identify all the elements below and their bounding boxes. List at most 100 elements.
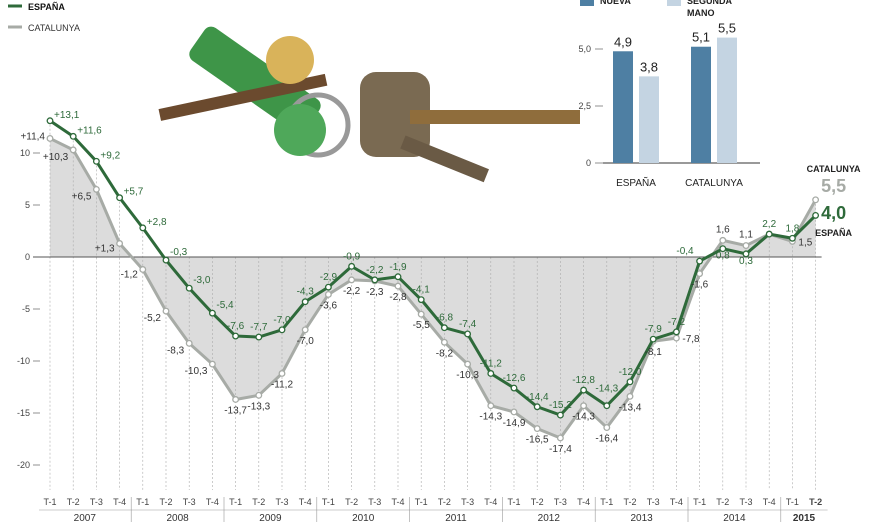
catalunya-data-label: +6,5 — [72, 191, 92, 202]
inset-legend-nueva-swatch — [580, 0, 594, 6]
catalunya-data-label: -14,9 — [503, 418, 526, 429]
end-label-catalunya-name: CATALUNYA — [807, 164, 861, 174]
x-tick-label: T-4 — [206, 497, 219, 507]
x-tick-label: T-3 — [461, 497, 474, 507]
catalunya-data-label: -7,0 — [297, 336, 315, 347]
espana-point — [255, 333, 263, 341]
inset-legend-segunda-swatch — [667, 0, 681, 6]
year-label: 2014 — [723, 513, 746, 524]
catalunya-point — [672, 334, 680, 342]
inset-legend-segunda: SEGUNDA — [687, 0, 733, 6]
catalunya-point — [139, 266, 147, 273]
gold-key-head — [266, 36, 314, 84]
keys-illustration — [158, 26, 580, 183]
x-tick-label: T-1 — [786, 497, 799, 507]
x-tick-label: T-2 — [809, 497, 822, 507]
catalunya-data-label: -1,6 — [691, 280, 709, 291]
catalunya-point — [510, 408, 518, 416]
x-tick-label: T-3 — [739, 497, 752, 507]
shaded-area — [50, 138, 816, 438]
catalunya-point — [556, 434, 564, 442]
x-tick-label: T-3 — [647, 497, 660, 507]
espana-point — [464, 330, 472, 338]
espana-data-label: -6,8 — [436, 313, 454, 324]
x-tick-label: T-4 — [391, 497, 404, 507]
catalunya-point — [208, 360, 216, 368]
y-tick-label: 5 — [25, 200, 30, 210]
x-tick-label: T-4 — [484, 497, 497, 507]
espana-point — [649, 335, 657, 343]
x-tick-label: T-2 — [159, 497, 172, 507]
espana-data-label: -12,6 — [503, 373, 526, 384]
espana-point — [92, 157, 100, 165]
catalunya-point — [162, 307, 170, 315]
espana-data-label: -12,8 — [572, 375, 595, 386]
espana-data-label: -0,4 — [676, 246, 694, 257]
catalunya-data-label: -2,2 — [343, 286, 361, 297]
inset-bar — [717, 37, 737, 163]
inset-bar — [691, 46, 711, 163]
catalunya-data-label: -13,7 — [224, 405, 247, 416]
catalunya-point — [301, 326, 309, 334]
inset-bar — [613, 51, 633, 163]
catalunya-point — [533, 425, 541, 433]
espana-point — [139, 224, 147, 232]
espana-data-label: 0,8 — [716, 251, 730, 262]
espana-data-label: -7,4 — [459, 319, 477, 330]
inset-bar-label: 4,9 — [614, 34, 632, 49]
espana-data-label: -0,9 — [343, 251, 361, 262]
x-tick-label: T-4 — [670, 497, 683, 507]
espana-data-label: -7,2 — [668, 317, 686, 328]
espana-point — [533, 403, 541, 411]
catalunya-point — [812, 196, 820, 204]
catalunya-data-label: -11,2 — [271, 379, 293, 390]
x-tick-label: T-1 — [415, 497, 428, 507]
x-tick-label: T-3 — [554, 497, 567, 507]
espana-data-label: +11,6 — [77, 125, 102, 136]
catalunya-point — [464, 360, 472, 368]
espana-point — [162, 256, 170, 264]
espana-point — [603, 402, 611, 410]
catalunya-point — [324, 290, 332, 298]
catalunya-data-label: -16,4 — [595, 434, 618, 445]
catalunya-data-label: -8,3 — [167, 345, 185, 356]
espana-point — [371, 276, 379, 284]
inset-legend-mano: MANO — [687, 8, 715, 18]
catalunya-point — [487, 402, 495, 410]
bronze-key-blade — [410, 110, 580, 124]
x-tick-label: T-4 — [577, 497, 590, 507]
catalunya-data-label: -10,3 — [456, 370, 479, 381]
catalunya-point — [278, 370, 286, 377]
inset-y-tick-label: 0 — [586, 158, 591, 168]
catalunya-data-label: -13,3 — [247, 401, 270, 412]
espana-point — [394, 273, 402, 281]
catalunya-data-label: 1,6 — [716, 224, 730, 235]
espana-data-label: -7,6 — [227, 321, 245, 332]
espana-data-label: -11,2 — [480, 358, 502, 369]
inset-bar-label: 5,1 — [692, 30, 710, 45]
x-tick-label: T-2 — [345, 497, 358, 507]
end-label-catalunya-value: 5,5 — [821, 176, 846, 196]
espana-point — [487, 370, 495, 377]
inset-category-label: ESPAÑA — [616, 176, 656, 189]
x-tick-label: T-2 — [716, 497, 729, 507]
espana-point — [301, 298, 309, 306]
x-tick-label: T-3 — [90, 497, 103, 507]
catalunya-data-label: -8,1 — [645, 347, 663, 358]
espana-point — [626, 378, 634, 386]
espana-data-label: -5,4 — [216, 300, 234, 311]
espana-point — [417, 296, 425, 304]
espana-point — [185, 284, 193, 292]
end-label-espana-name: ESPAÑA — [815, 228, 852, 238]
espana-data-label: +2,8 — [147, 217, 167, 228]
catalunya-data-label: -14,3 — [572, 412, 595, 423]
espana-data-label: -15,2 — [549, 400, 572, 411]
espana-point — [278, 326, 286, 334]
x-tick-label: T-3 — [183, 497, 196, 507]
espana-point — [440, 324, 448, 332]
espana-point — [116, 194, 124, 202]
x-tick-label: T-1 — [322, 497, 335, 507]
espana-data-label: -3,0 — [193, 275, 211, 286]
espana-data-label: -7,9 — [645, 324, 663, 335]
